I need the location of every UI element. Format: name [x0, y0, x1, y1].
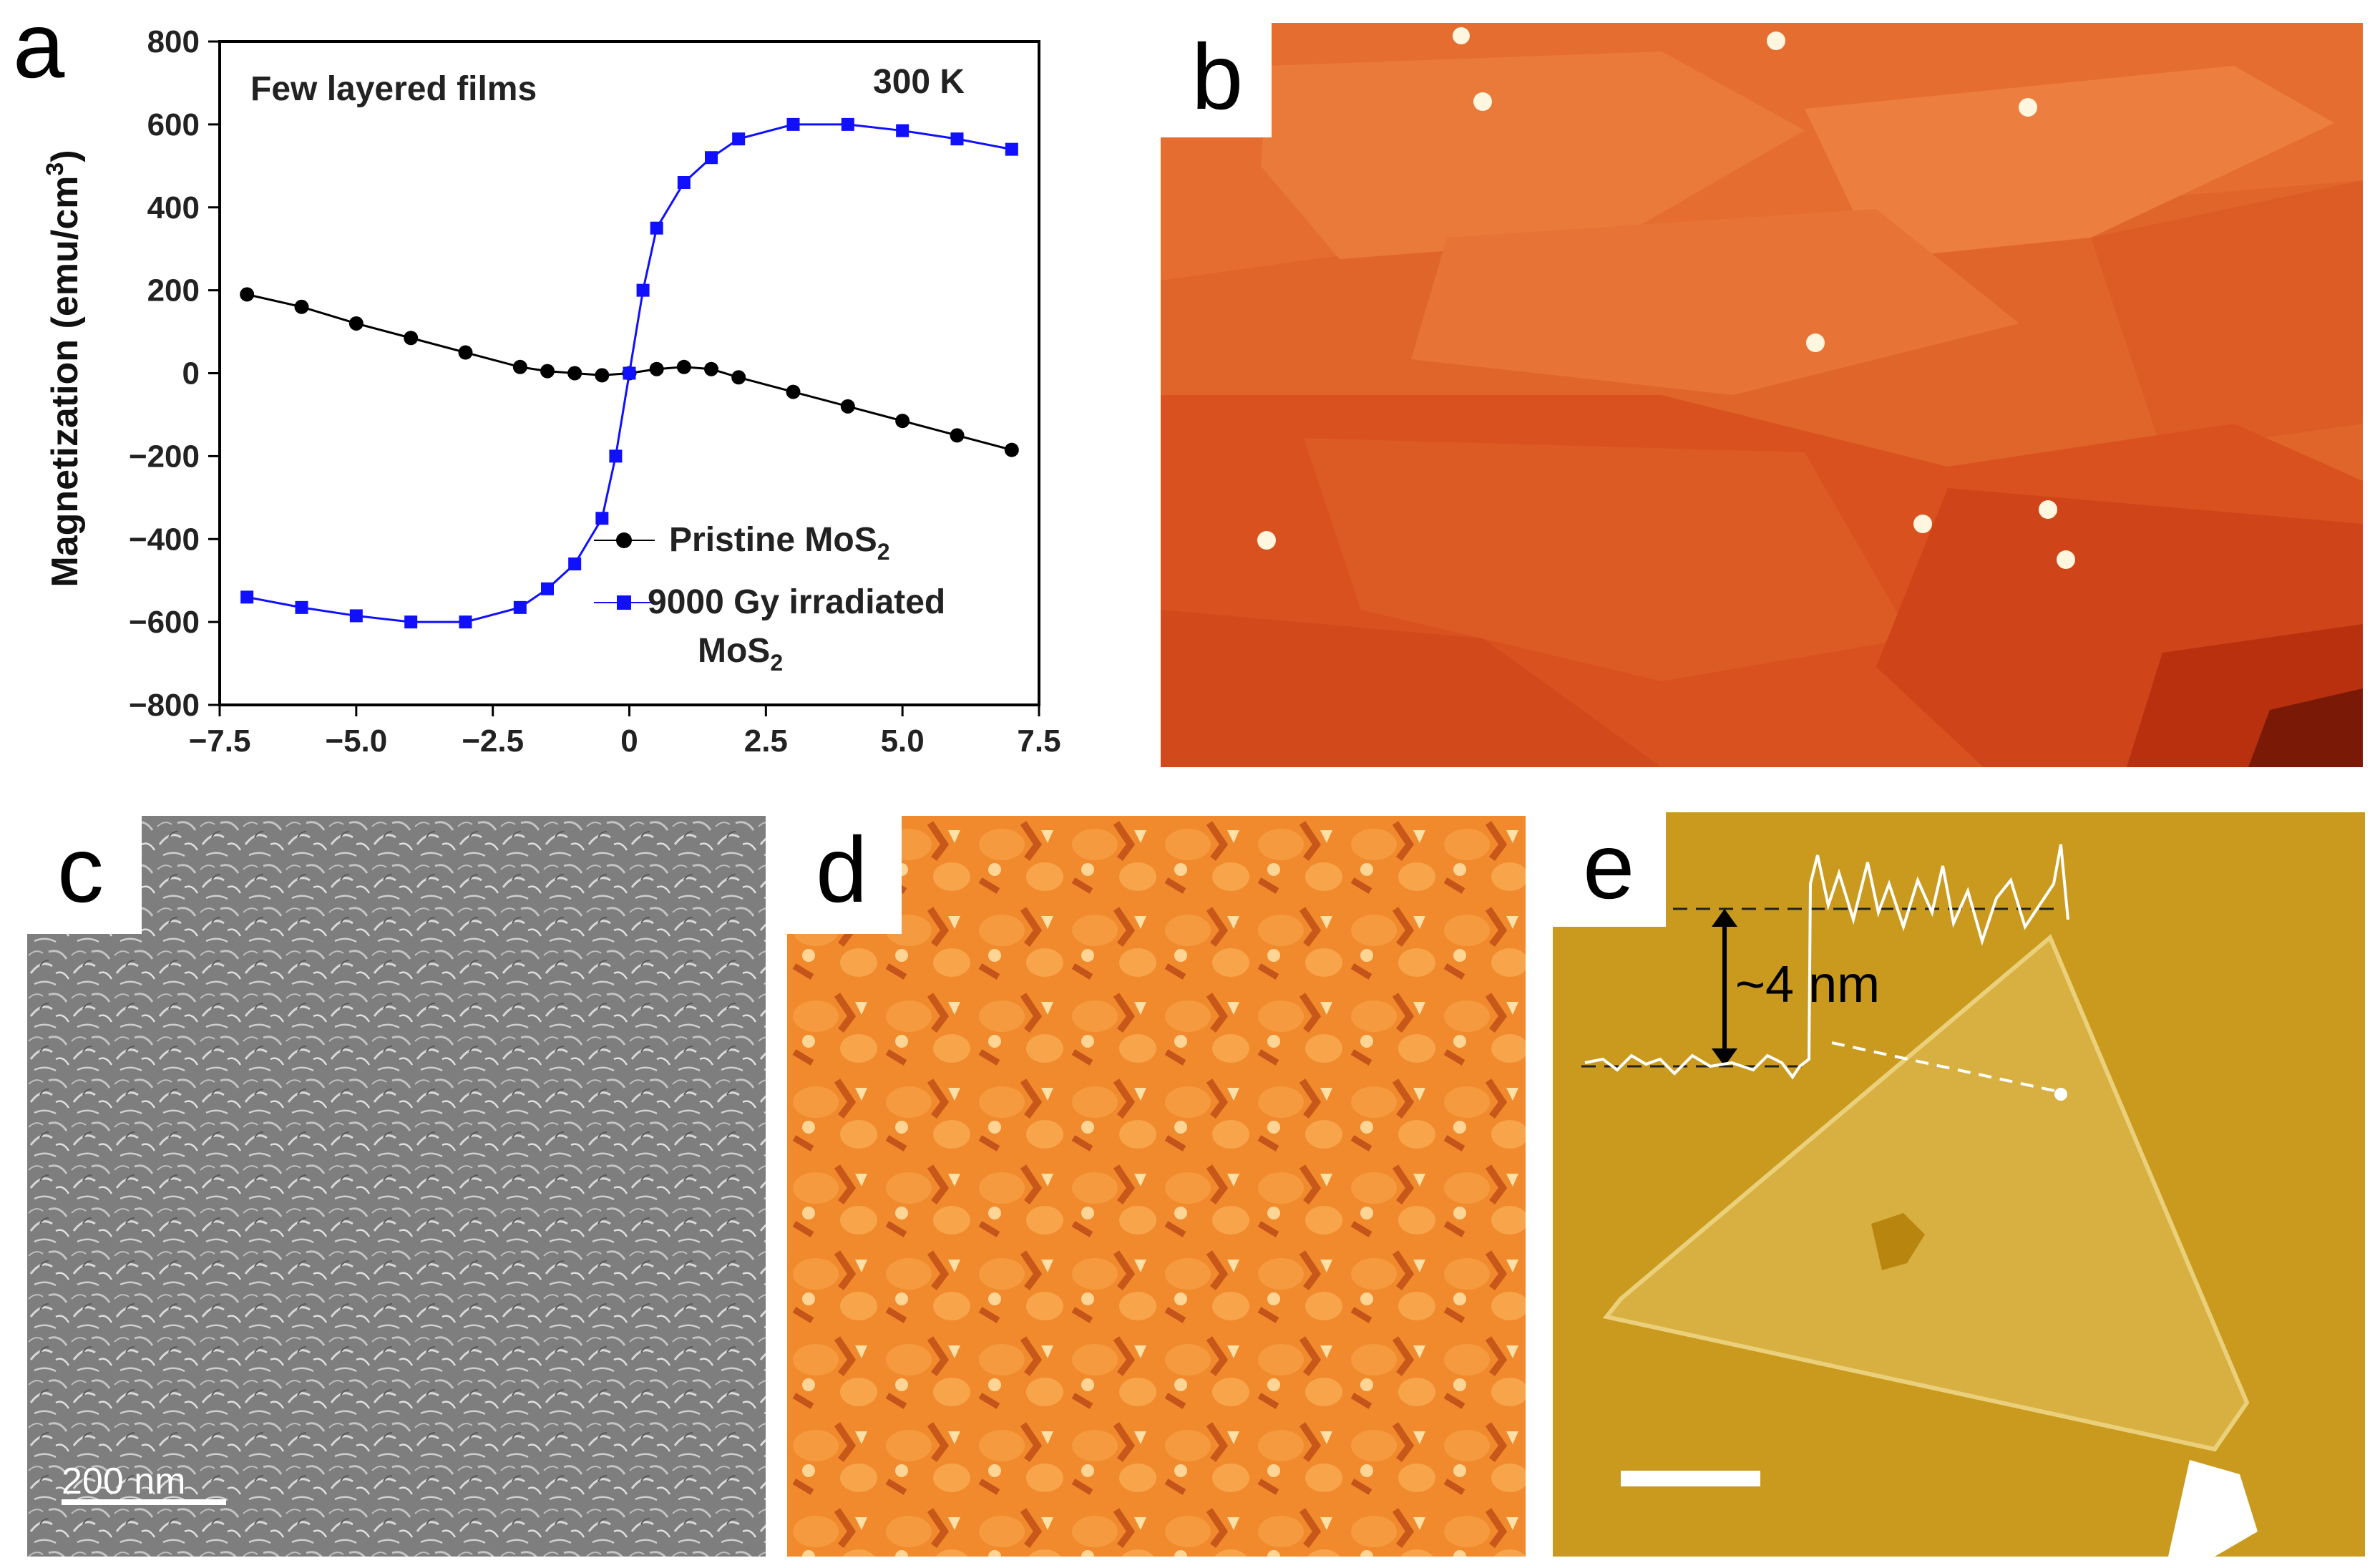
afm-texture-d [787, 816, 1526, 1557]
data-point-pristine [676, 359, 691, 374]
panel-label-a: a [13, 0, 65, 97]
data-point-irradiated [349, 609, 363, 623]
data-point-pristine [649, 361, 664, 376]
data-point-pristine [512, 359, 527, 374]
x-tick-label: 2.5 [744, 724, 788, 759]
magnetization-chart: −7.5 −5.0 −2.5 0 2.5 5.0 7.5 800 600 400 200 0 −200 −… [42, 24, 1061, 759]
y-tick-label: 0 [182, 356, 200, 391]
data-point-irradiated [896, 124, 909, 137]
data-point-pristine [458, 345, 473, 360]
scale-bar-c [62, 1499, 226, 1505]
afm-terraces-b [1161, 23, 2363, 767]
data-point-irradiated [786, 117, 800, 131]
chart-ylabel: Magnetization (emu/cm3) [42, 150, 86, 587]
data-point-irradiated [650, 221, 663, 235]
data-point-irradiated [404, 615, 418, 629]
x-tick-label: 7.5 [1017, 724, 1060, 759]
chart-legend: Pristine MoS2 9000 Gy irradiated MoS2 [594, 521, 945, 676]
x-tick-label: −7.5 [189, 724, 251, 759]
data-point-irradiated [732, 132, 746, 146]
panel-label-box-b [1161, 23, 1272, 137]
data-point-pristine [895, 414, 910, 429]
height-profile-trace-e [1584, 844, 2069, 1080]
data-point-irradiated [841, 117, 854, 131]
data-point-irradiated [677, 175, 691, 189]
sem-texture-c [27, 816, 766, 1557]
data-point-pristine [540, 364, 555, 379]
data-point-irradiated [609, 449, 623, 463]
y-tick-label: 600 [147, 107, 200, 142]
data-point-pristine [240, 287, 255, 302]
y-tick-label: −800 [129, 688, 200, 723]
data-point-irradiated [568, 557, 582, 571]
chart-title: Few layered films [250, 70, 537, 108]
legend-label-irradiated-line2: MoS2 [698, 632, 783, 676]
data-point-pristine [404, 331, 419, 346]
data-point-irradiated [950, 132, 964, 146]
data-point-irradiated [1005, 142, 1018, 156]
legend-label-irradiated: 9000 Gy irradiated [648, 583, 945, 621]
panel-label-e: e [1583, 814, 1635, 918]
panel-label-box-c [27, 816, 142, 934]
x-tick-label: 0 [620, 724, 638, 759]
data-point-irradiated [513, 600, 527, 614]
panel-label-c: c [57, 817, 104, 922]
afm-image-e [1553, 812, 2365, 1557]
afm-image-d [787, 816, 1526, 1557]
data-point-pristine [704, 361, 718, 376]
data-point-irradiated [623, 366, 636, 380]
y-tick-label: 800 [147, 24, 200, 59]
chart-series [240, 117, 1019, 629]
x-tick-label: 5.0 [881, 724, 925, 759]
x-tick-label: −5.0 [325, 724, 387, 759]
data-point-pristine [840, 399, 855, 414]
data-point-pristine [567, 366, 582, 381]
y-tick-label: −200 [129, 439, 200, 474]
height-label-e: ~4 nm [1735, 956, 1881, 1013]
data-point-pristine [348, 316, 364, 331]
data-point-irradiated [595, 512, 609, 525]
y-tick-label: 200 [147, 273, 200, 308]
y-tick-label: −400 [129, 522, 200, 557]
data-point-irradiated [240, 590, 254, 604]
sem-image-c [27, 816, 766, 1557]
afm-triangle-e [1553, 812, 2365, 1557]
scale-bar-label-c: 200 nm [62, 1461, 186, 1502]
x-tick-label: −2.5 [462, 724, 524, 759]
data-point-irradiated [295, 600, 308, 614]
data-point-irradiated [705, 151, 718, 165]
data-point-pristine [786, 384, 801, 399]
y-tick-label: −600 [129, 605, 200, 640]
legend-label-pristine: Pristine MoS2 [669, 521, 890, 565]
data-point-pristine [950, 428, 965, 443]
afm-image-b [1161, 23, 2363, 767]
scale-bar-e [1621, 1471, 1760, 1486]
data-point-pristine [294, 299, 309, 314]
chart-annotation-temperature: 300 K [873, 63, 965, 101]
data-point-irradiated [541, 582, 554, 595]
panel-label-box-d [787, 816, 902, 934]
data-point-pristine [595, 368, 610, 383]
panel-label-box-e [1553, 812, 1666, 927]
data-point-pristine [1004, 442, 1019, 457]
chart-axes: −7.5 −5.0 −2.5 0 2.5 5.0 7.5 800 600 400 200 0 −200 −… [129, 24, 1061, 759]
data-point-pristine [731, 370, 746, 385]
data-point-irradiated [459, 615, 472, 629]
y-tick-label: 400 [147, 190, 200, 225]
data-point-irradiated [636, 283, 650, 297]
panel-label-b: b [1191, 24, 1244, 129]
panel-label-d: d [816, 817, 868, 922]
